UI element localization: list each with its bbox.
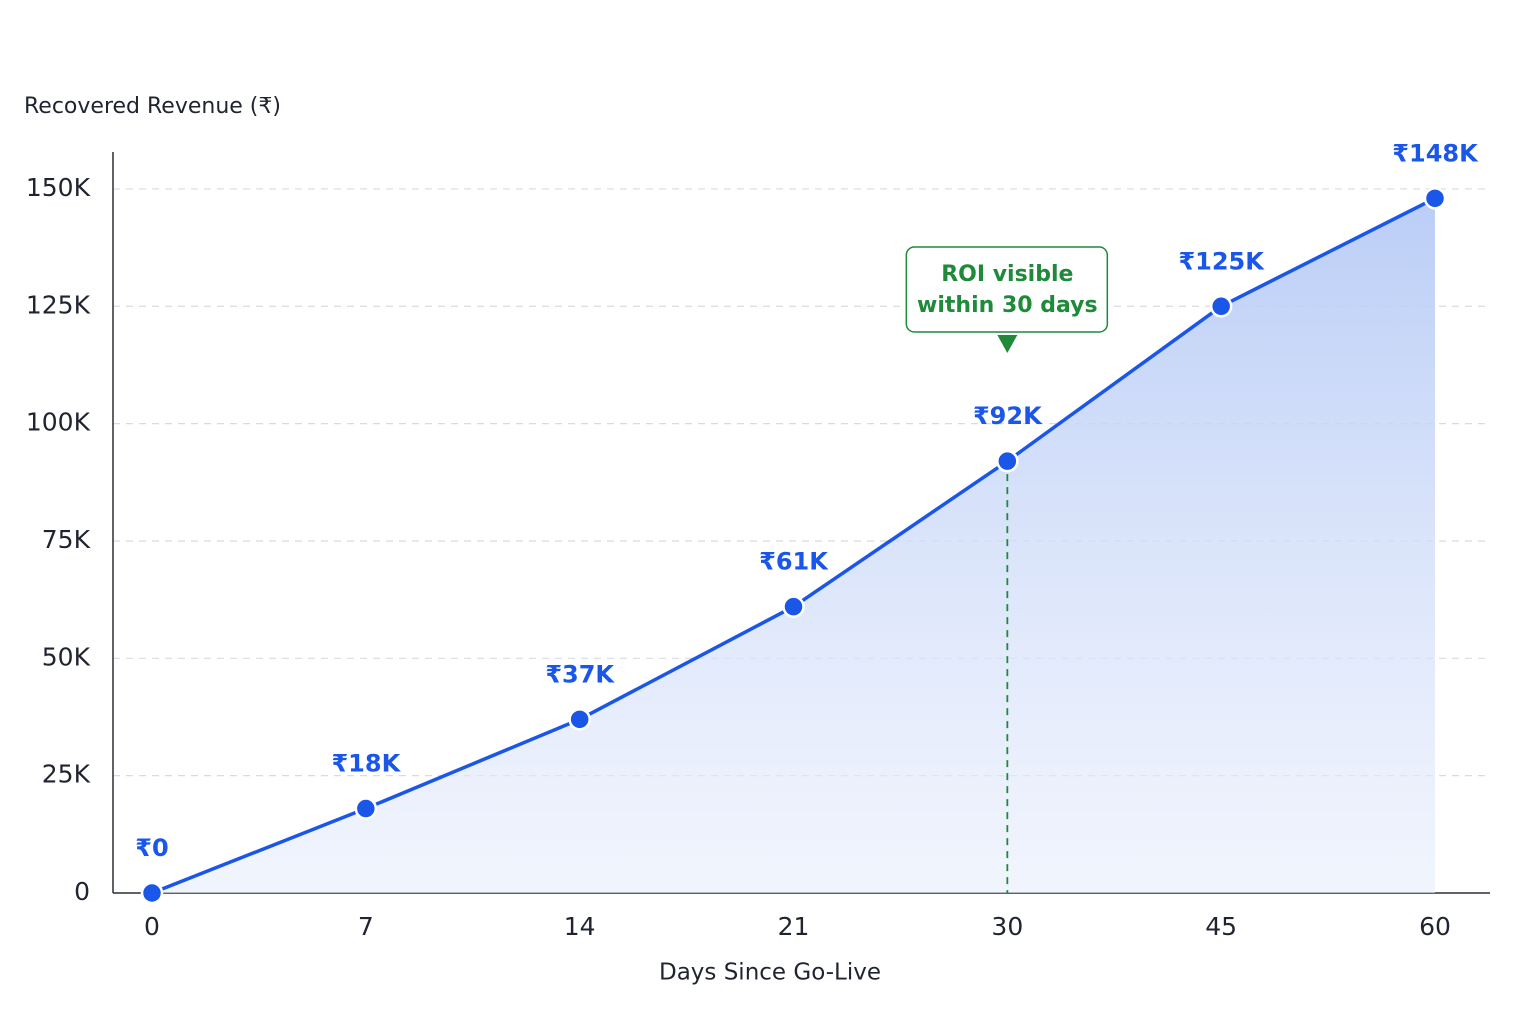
x-tick-label: 7 (358, 912, 374, 941)
point (140, 881, 164, 905)
value-label: ₹148K (1392, 139, 1479, 167)
x-tick-label: 0 (144, 912, 160, 941)
x-tick-label: 30 (991, 912, 1023, 941)
annotation-box (905, 246, 1109, 333)
point (1423, 187, 1447, 210)
annotation-arrow (997, 335, 1018, 353)
point (568, 708, 591, 731)
annotation-text: ROI visible (941, 262, 1073, 287)
y-axis-title: Recovered Revenue (₹) (24, 94, 281, 119)
y-tick-label: 25K (42, 760, 91, 789)
x-tick-label: 14 (564, 912, 596, 941)
x-tick-label: 45 (1205, 912, 1237, 941)
value-label: ₹61K (759, 548, 829, 576)
point (354, 797, 378, 820)
annotation-text: within 30 days (917, 293, 1098, 318)
value-label: ₹37K (545, 660, 615, 688)
y-tick-label: 100K (26, 408, 91, 437)
value-label: ₹125K (1178, 247, 1265, 275)
area (152, 198, 1435, 893)
y-tick-label: 125K (26, 290, 91, 319)
point (1209, 295, 1233, 318)
y-tick-label: 50K (42, 642, 91, 671)
y-tick-label: 0 (74, 877, 90, 906)
value-label: ₹0 (135, 834, 168, 862)
x-axis-title: Days Since Go-Live (659, 960, 881, 986)
value-label: ₹18K (331, 750, 401, 778)
x-tick-label: 60 (1419, 912, 1451, 941)
x-tick-label: 21 (778, 912, 810, 941)
y-tick-label: 150K (26, 173, 91, 202)
y-tick-label: 75K (42, 525, 91, 554)
point (782, 595, 805, 618)
value-label: ₹92K (973, 402, 1043, 430)
point (996, 449, 1019, 473)
